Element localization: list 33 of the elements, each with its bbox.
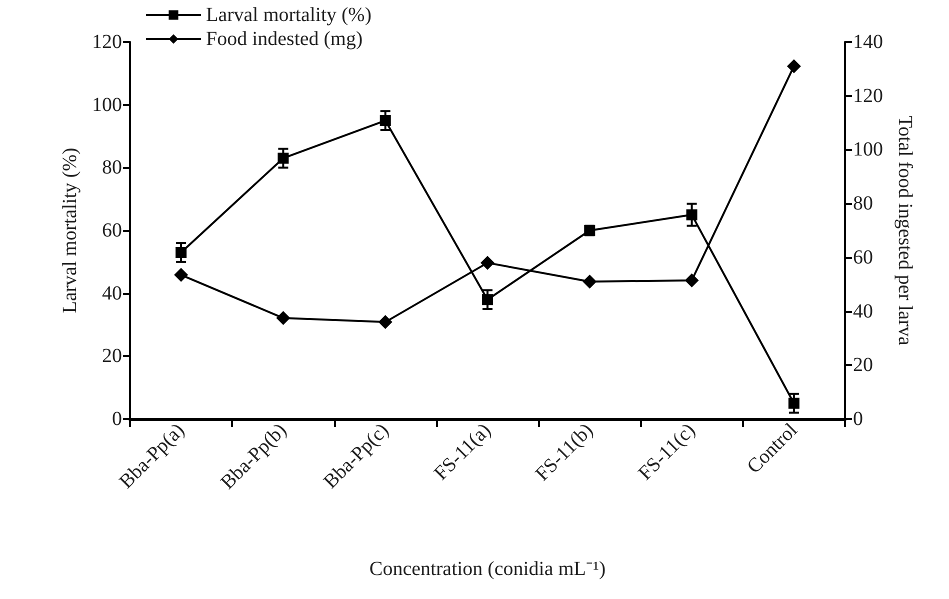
point — [788, 398, 800, 409]
point — [482, 294, 493, 306]
x-axis-title: Concentration (conidia mL⁻¹) — [369, 558, 606, 580]
y-tick-label: 0 — [112, 408, 122, 430]
y2-axis-title: Total food ingested per larva — [894, 116, 916, 346]
y2-tick-label: 0 — [853, 408, 863, 430]
point — [378, 315, 392, 330]
y-tick-label: 20 — [102, 345, 122, 368]
point — [174, 268, 188, 282]
y2-tick-label: 80 — [853, 192, 873, 215]
point — [684, 273, 699, 288]
y-tick-label: 40 — [102, 282, 122, 304]
legend-label: Food indested (mg) — [206, 28, 363, 50]
point — [786, 59, 801, 74]
point — [380, 115, 391, 126]
point — [480, 256, 494, 270]
point — [176, 246, 187, 258]
y-tick-label: 100 — [92, 94, 122, 116]
y2-tick-label: 120 — [853, 84, 883, 107]
y2-tick-label: 20 — [853, 354, 873, 376]
y-tick-label: 80 — [102, 156, 122, 179]
point — [278, 152, 289, 164]
point — [276, 311, 290, 326]
y2-tick-label: 40 — [853, 300, 873, 322]
y-tick-label: 60 — [102, 220, 122, 242]
y2-tick-label: 60 — [853, 246, 873, 268]
y-tick-label: 120 — [92, 31, 122, 53]
point — [582, 274, 597, 289]
legend-label: Larval mortality (%) — [206, 4, 372, 26]
y2-tick-label: 100 — [853, 138, 883, 161]
y-axis-title: Larval mortality (%) — [59, 148, 81, 314]
y2-tick-label: 140 — [853, 31, 883, 53]
point — [686, 209, 698, 220]
